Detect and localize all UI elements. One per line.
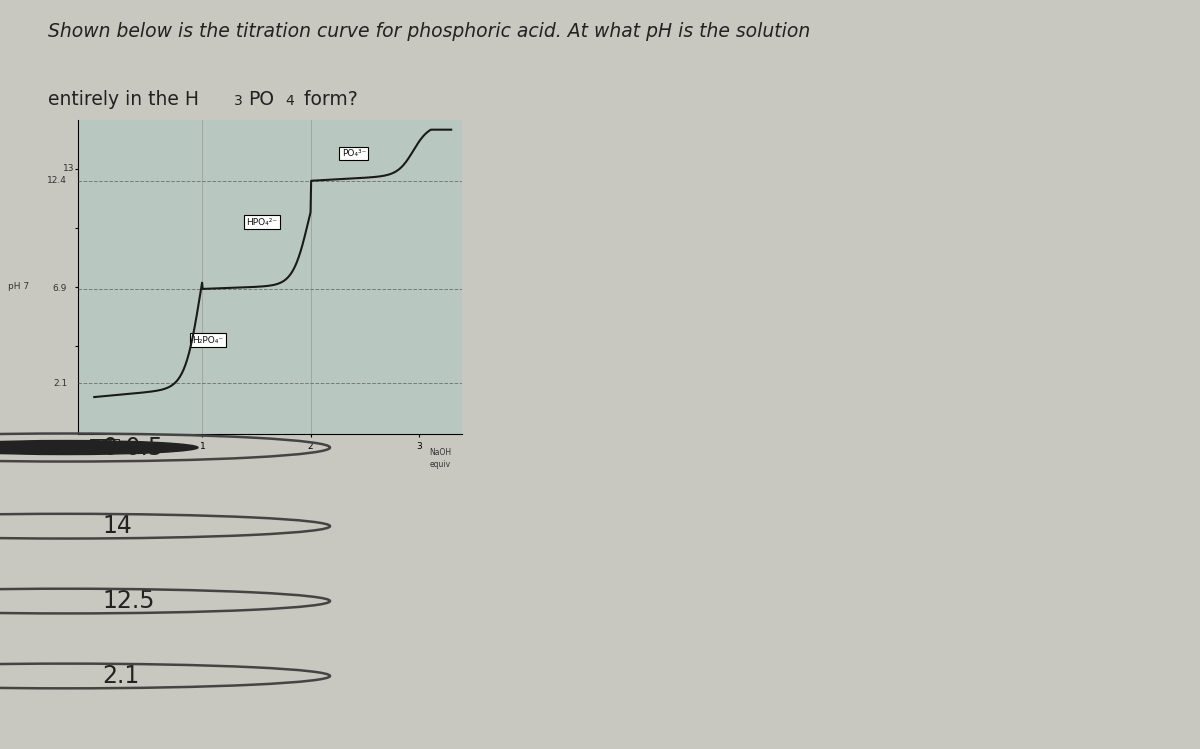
Text: PO₄³⁻: PO₄³⁻	[342, 149, 366, 158]
Text: form?: form?	[298, 90, 358, 109]
Text: 12.5: 12.5	[102, 589, 155, 613]
Text: 0-0.5: 0-0.5	[102, 435, 163, 460]
Text: 3: 3	[234, 94, 242, 108]
Text: entirely in the H: entirely in the H	[48, 90, 199, 109]
Text: 13: 13	[64, 165, 74, 174]
Text: 12.4: 12.4	[47, 176, 67, 185]
Text: HPO₄²⁻: HPO₄²⁻	[246, 217, 277, 227]
Text: 6.9: 6.9	[53, 285, 67, 294]
Text: 4: 4	[286, 94, 294, 108]
Circle shape	[0, 440, 198, 455]
Text: equiv: equiv	[430, 460, 451, 469]
Text: 14: 14	[102, 514, 132, 539]
Text: H₂PO₄⁻: H₂PO₄⁻	[192, 336, 223, 345]
Text: 2.1: 2.1	[53, 379, 67, 388]
Text: NaOH: NaOH	[430, 448, 451, 457]
Text: pH 7: pH 7	[8, 282, 29, 291]
Text: PO: PO	[248, 90, 275, 109]
Text: Shown below is the titration curve for phosphoric acid. At what pH is the soluti: Shown below is the titration curve for p…	[48, 22, 810, 41]
Text: 2.1: 2.1	[102, 664, 139, 688]
Text: H₃PO₄: H₃PO₄	[92, 440, 116, 449]
